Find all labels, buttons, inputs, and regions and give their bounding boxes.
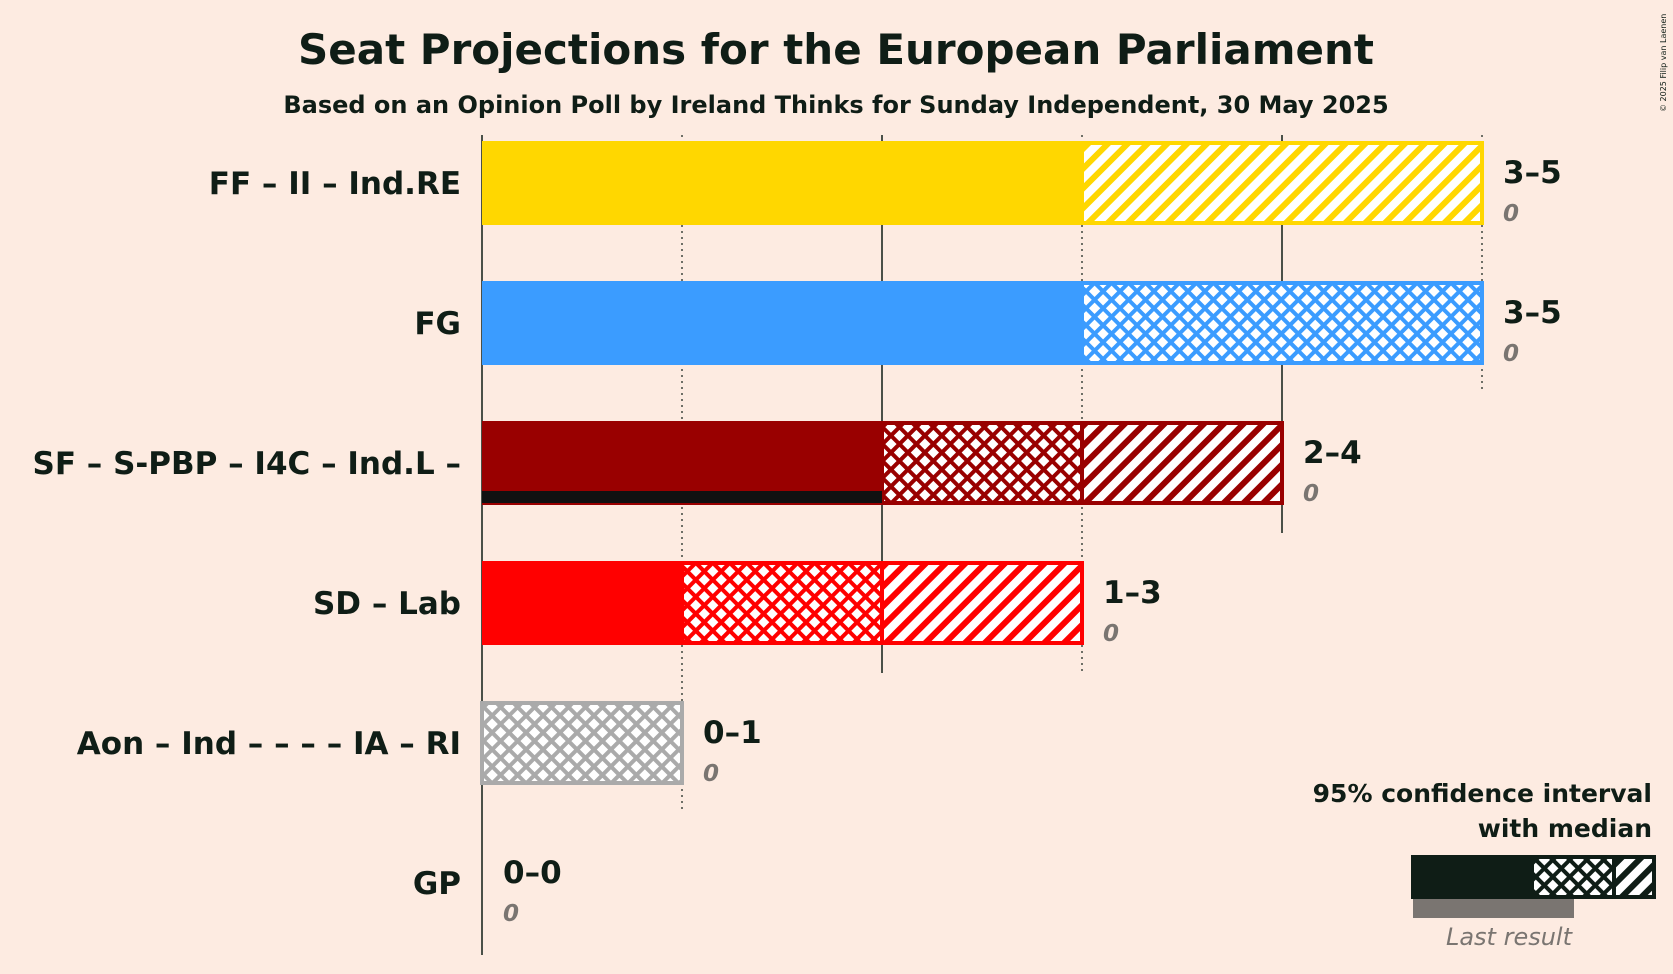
grid-lines: [481, 135, 1483, 955]
bar-group-3: [482, 561, 1084, 645]
bar-hatch-3: [880, 561, 1084, 645]
labels: FF – II – Ind.RE 3–5 0 FG 3–5 0 SF – S-PBP – I…: [33, 155, 1562, 927]
last-result-label-0: 0: [1503, 201, 1519, 227]
bar-group-1: [482, 281, 1484, 365]
bar-hatch-4: [480, 701, 684, 785]
copyright-notice: © 2025 Filip van Laenen: [1659, 14, 1668, 112]
bar-solid-3: [482, 561, 682, 645]
bar-group-2: [482, 421, 1284, 505]
last-result-label-4: 0: [703, 761, 719, 787]
category-label-3: SD – Lab: [313, 586, 461, 622]
range-label-0: 3–5: [1503, 155, 1562, 191]
bar-group-0: [482, 141, 1484, 225]
range-label-2: 2–4: [1303, 435, 1362, 471]
category-label-0: FF – II – Ind.RE: [209, 166, 461, 202]
chart-title: Seat Projections for the European Parlia…: [298, 25, 1374, 74]
last-result-label-3: 0: [1103, 621, 1119, 647]
category-label-4: Aon – Ind – – – – IA – RI: [77, 726, 461, 762]
legend-crosshatch-segment: [1530, 855, 1616, 899]
range-label-1: 3–5: [1503, 295, 1562, 331]
bar-secondary-stripe-2: [482, 491, 882, 503]
range-label-3: 1–3: [1103, 575, 1162, 611]
bar-crosshatch-3: [680, 561, 884, 645]
range-label-4: 0–1: [703, 715, 762, 751]
legend: 95% confidence interval with median Last…: [1313, 779, 1656, 951]
bar-crosshatch-2: [880, 421, 1084, 505]
range-label-5: 0–0: [503, 855, 562, 891]
bar-hatch-1: [1080, 281, 1484, 365]
last-result-label-1: 0: [1503, 341, 1519, 367]
category-label-1: FG: [414, 306, 461, 342]
chart-subtitle: Based on an Opinion Poll by Ireland Thin…: [283, 91, 1388, 119]
legend-line2: with median: [1478, 814, 1652, 843]
bar-hatch-2: [1080, 421, 1284, 505]
legend-line1: 95% confidence interval: [1313, 779, 1652, 808]
last-result-label-2: 0: [1303, 481, 1319, 507]
bars: [480, 141, 1484, 785]
legend-last-result-label: Last result: [1446, 923, 1574, 951]
bar-solid-1: [482, 281, 1082, 365]
last-result-label-5: 0: [503, 901, 519, 927]
bar-hatch-0: [1080, 141, 1484, 225]
legend-solid-segment: [1411, 855, 1532, 899]
bar-group-4: [480, 701, 684, 785]
legend-hatch-segment: [1612, 855, 1656, 899]
category-label-5: GP: [413, 866, 461, 902]
category-label-2: SF – S-PBP – I4C – Ind.L –: [33, 446, 462, 482]
bar-solid-0: [482, 141, 1082, 225]
